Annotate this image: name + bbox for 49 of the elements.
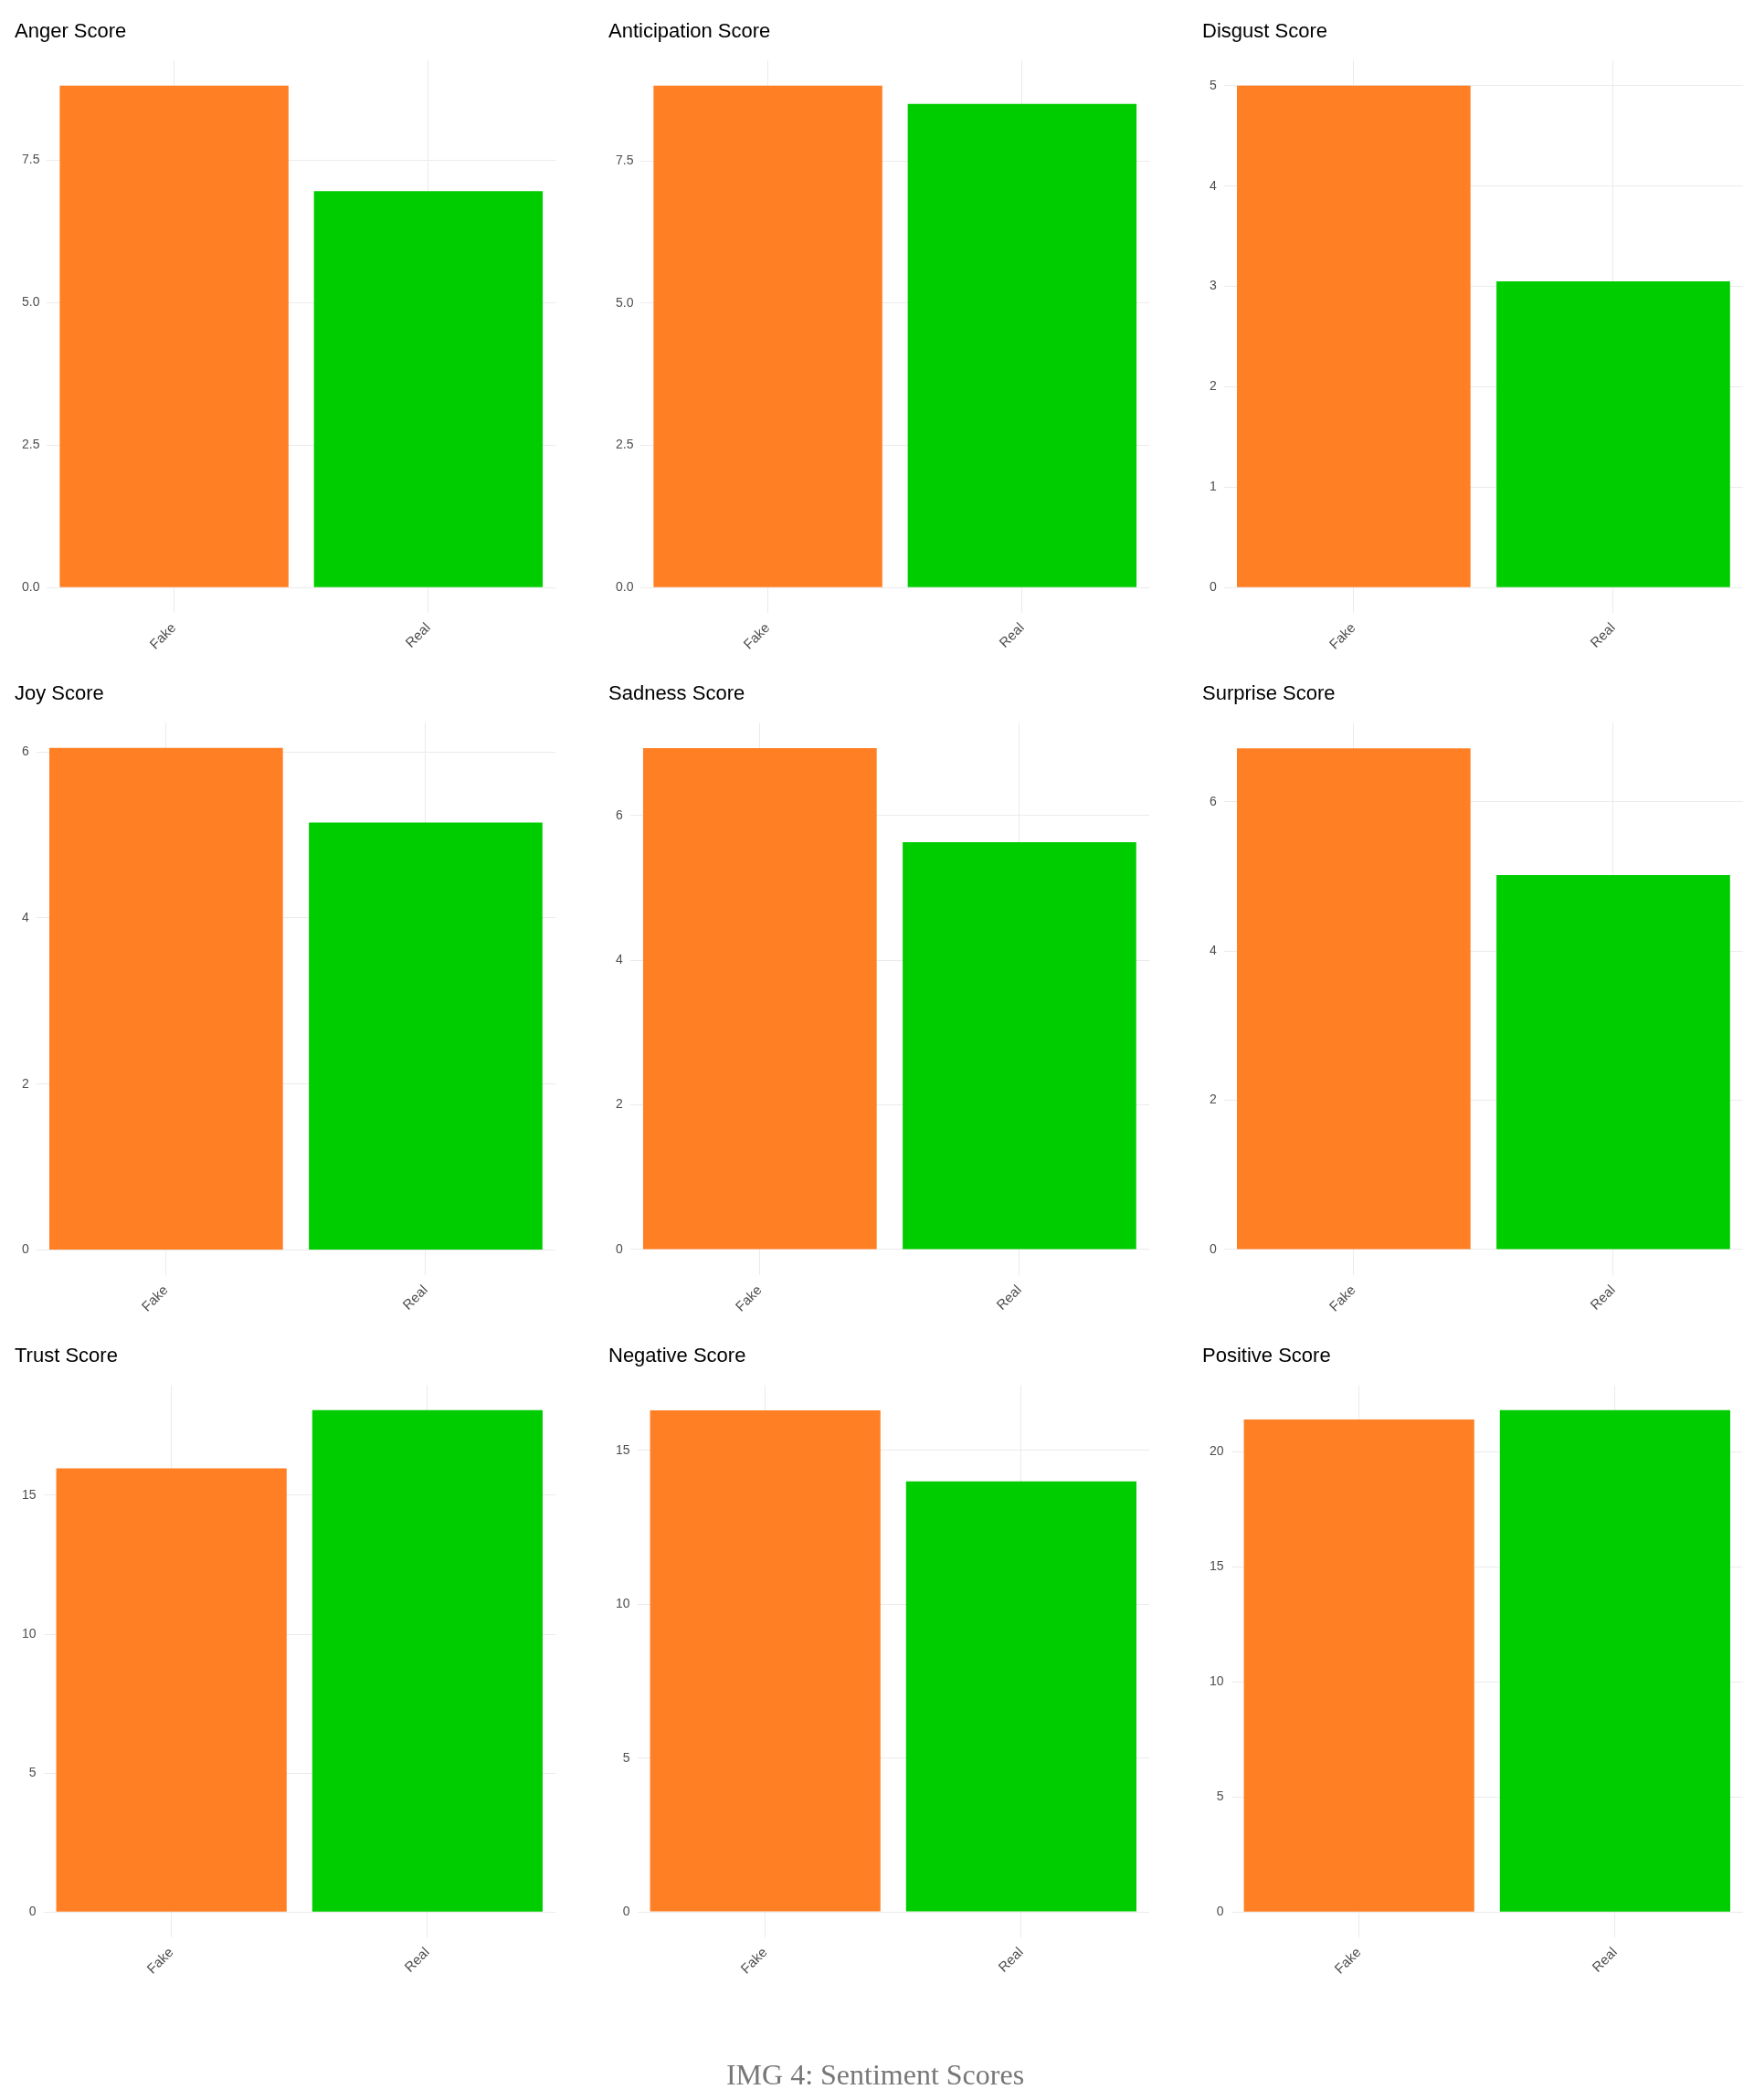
y-tick-label: 0 (1209, 579, 1217, 595)
y-tick-label: 0 (1216, 1904, 1224, 1919)
y-tick-label: 0 (1209, 1240, 1217, 1256)
y-tick-label: 4 (615, 952, 623, 967)
y-tick-label: 6 (21, 744, 29, 759)
y-tick-label: 5.0 (21, 293, 40, 309)
y-tick-label: 10 (615, 1596, 630, 1611)
y-tick-label: 2.5 (615, 437, 634, 452)
y-tick-label: 0 (28, 1904, 37, 1919)
chart-title: Disgust Score (1202, 19, 1327, 43)
chart-title: Surprise Score (1202, 681, 1336, 705)
y-tick-label: 10 (21, 1625, 37, 1641)
y-tick-label: 0.0 (21, 579, 40, 595)
y-tick-label: 4 (1209, 177, 1217, 193)
y-tick-label: 0 (615, 1240, 623, 1256)
y-tick-label: 3 (1209, 278, 1217, 293)
y-tick-label: 2 (1209, 1092, 1217, 1107)
y-tick-label: 2 (615, 1096, 623, 1112)
y-tick-label: 7.5 (615, 152, 634, 167)
chart-title: Positive Score (1202, 1344, 1331, 1367)
y-tick-label: 10 (1209, 1673, 1224, 1689)
y-tick-label: 5 (622, 1749, 630, 1765)
y-tick-label: 0 (21, 1241, 29, 1257)
y-tick-label: 15 (21, 1486, 37, 1502)
chart-title: Sadness Score (608, 681, 745, 705)
chart-title: Negative Score (608, 1344, 746, 1367)
y-tick-label: 5 (1216, 1789, 1224, 1804)
text: IMG 4: Sentiment Scores (724, 2058, 1026, 2092)
y-tick-label: 2 (21, 1075, 29, 1091)
y-tick-label: 6 (1209, 793, 1217, 808)
chart-title: Anticipation Score (608, 19, 771, 43)
y-tick-label: 0.0 (615, 579, 634, 595)
y-tick-label: 4 (21, 909, 29, 924)
chart-title: Trust Score (15, 1344, 118, 1367)
y-tick-label: 6 (615, 807, 623, 822)
y-tick-label: 15 (1209, 1558, 1224, 1574)
y-tick-label: 15 (615, 1441, 630, 1457)
y-tick-label: 5 (28, 1765, 37, 1780)
y-tick-label: 5 (1209, 77, 1217, 92)
y-tick-label: 7.5 (21, 151, 40, 166)
y-tick-label: 4 (1209, 943, 1217, 958)
y-tick-label: 5.0 (615, 294, 634, 310)
y-tick-label: 2 (1209, 378, 1217, 394)
chart-title: Joy Score (15, 681, 104, 705)
y-tick-label: 1 (1209, 479, 1217, 494)
y-tick-label: 2.5 (21, 437, 40, 452)
y-tick-label: 20 (1209, 1443, 1224, 1459)
chart-title: Anger Score (15, 19, 127, 43)
y-tick-label: 0 (622, 1903, 630, 1918)
